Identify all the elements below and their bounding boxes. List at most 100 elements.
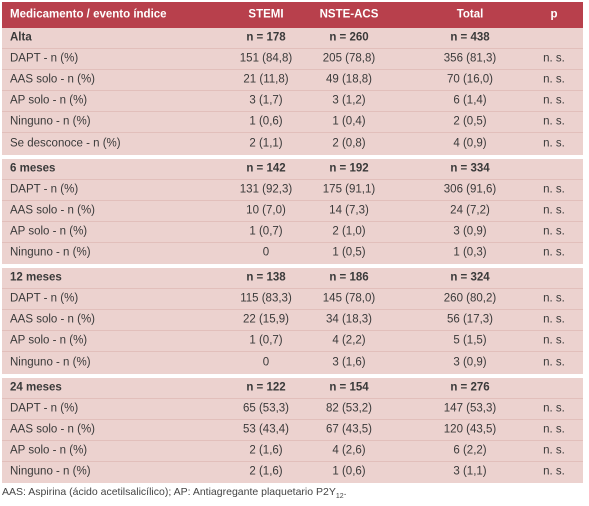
group-separator (2, 373, 583, 378)
cell-p-value: n. s. (543, 137, 565, 150)
cell-p-value: n. s. (543, 334, 565, 347)
cell-stemi: 0 (262, 356, 270, 369)
group-n-total: n = 334 (450, 161, 490, 174)
footnote: AAS: Aspirina (ácido acetilsalicílico); … (2, 486, 347, 500)
row-label: DAPT - n (%) (10, 52, 79, 65)
cell-stemi: 21 (11,8) (243, 73, 289, 86)
cell-total: 147 (53,3) (443, 401, 497, 414)
cell-nste-acs: 1 (0,4) (332, 115, 366, 128)
table-row: DAPT - n (%) 65 (53,3) 82 (53,2) 147 (53,3)… (2, 399, 583, 420)
header-nste-acs: NSTE-ACS (319, 8, 379, 21)
cell-total: 3 (0,9) (453, 225, 487, 238)
cell-total: 6 (1,4) (453, 94, 487, 107)
cell-p-value: n. s. (543, 73, 565, 86)
cell-nste-acs: 1 (0,5) (332, 246, 366, 259)
cell-p-value: n. s. (543, 225, 565, 238)
table-row: Ninguno - n (%) 0 1 (0,5) 1 (0,3) n. s. (2, 243, 583, 264)
cell-p-value: n. s. (543, 465, 565, 478)
cell-nste-acs: 4 (2,6) (332, 444, 366, 457)
cell-total: 70 (16,0) (446, 73, 494, 86)
row-label: AP solo - n (%) (10, 334, 88, 347)
row-label: DAPT - n (%) (10, 292, 79, 305)
group-header-row: 24 meses n = 122 n = 154 n = 276 (2, 378, 583, 399)
cell-p-value: n. s. (543, 115, 565, 128)
row-label: Ninguno - n (%) (10, 246, 91, 259)
row-label: DAPT - n (%) (10, 182, 79, 195)
table-row: AAS solo - n (%) 22 (15,9) 34 (18,3) 56 (17… (2, 310, 583, 332)
group-block: 24 meses n = 122 n = 154 n = 276 DAPT - n (%… (2, 377, 583, 483)
group-title: 6 meses (10, 161, 56, 174)
cell-stemi: 2 (1,1) (249, 137, 283, 150)
cell-stemi: 0 (262, 246, 270, 259)
footnote-end: . (343, 486, 347, 498)
cell-nste-acs: 3 (1,2) (332, 94, 366, 107)
cell-nste-acs: 175 (91,1) (322, 182, 376, 195)
row-label: AP solo - n (%) (10, 225, 88, 238)
group-header-row: 12 meses n = 138 n = 186 n = 324 (2, 268, 583, 290)
cell-total: 260 (80,2) (443, 292, 497, 305)
medication-table: Medicamento / evento índice STEMI NSTE-A… (2, 2, 583, 483)
cell-p-value: n. s. (543, 444, 565, 457)
cell-p-value: n. s. (543, 52, 565, 65)
group-separator (2, 264, 583, 269)
group-block: 12 meses n = 138 n = 186 n = 324 DAPT - n (%… (2, 268, 583, 374)
cell-nste-acs: 34 (18,3) (325, 313, 373, 326)
table-row: Ninguno - n (%) 1 (0,6) 1 (0,4) 2 (0,5) n. s… (2, 112, 583, 134)
cell-stemi: 53 (43,4) (242, 422, 290, 435)
row-label: AAS solo - n (%) (10, 73, 95, 86)
group-title: Alta (10, 31, 32, 44)
cell-p-value: n. s. (543, 401, 565, 414)
header-p: p (550, 8, 558, 21)
cell-p-value: n. s. (543, 204, 565, 217)
cell-stemi: 1 (0,7) (249, 334, 283, 347)
table-row: AAS solo - n (%) 21 (11,8) 49 (18,8) 70 (16… (2, 70, 583, 92)
cell-p-value: n. s. (543, 292, 565, 305)
cell-stemi: 22 (15,9) (242, 313, 290, 326)
cell-p-value: n. s. (543, 422, 565, 435)
cell-stemi: 131 (92,3) (239, 182, 293, 195)
group-block: Alta n = 178 n = 260 n = 438 DAPT - n (%) 151… (2, 28, 583, 155)
group-n-total: n = 438 (450, 31, 490, 44)
cell-nste-acs: 49 (18,8) (325, 73, 373, 86)
footnote-text: AAS: Aspirina (ácido acetilsalicílico); … (2, 486, 336, 498)
cell-stemi: 2 (1,6) (249, 465, 283, 478)
table-header: Medicamento / evento índice STEMI NSTE-A… (2, 2, 583, 28)
cell-nste-acs: 2 (0,8) (332, 137, 366, 150)
cell-total: 356 (81,3) (443, 52, 497, 65)
group-n-nste-acs: n = 186 (329, 271, 369, 284)
group-title: 24 meses (10, 380, 62, 393)
group-header-row: Alta n = 178 n = 260 n = 438 (2, 28, 583, 50)
group-header-row: 6 meses n = 142 n = 192 n = 334 (2, 159, 583, 180)
cell-total: 4 (0,9) (453, 137, 487, 150)
cell-stemi: 3 (1,7) (249, 94, 283, 107)
cell-total: 56 (17,3) (446, 313, 494, 326)
cell-total: 24 (7,2) (450, 204, 490, 217)
row-label: AP solo - n (%) (10, 94, 88, 107)
table-row: AP solo - n (%) 1 (0,7) 2 (1,0) 3 (0,9) n. s… (2, 222, 583, 243)
group-title: 12 meses (10, 271, 62, 284)
row-label: DAPT - n (%) (10, 401, 79, 414)
cell-nste-acs: 4 (2,2) (332, 334, 366, 347)
cell-nste-acs: 1 (0,6) (332, 465, 366, 478)
table-row: DAPT - n (%) 151 (84,8) 205 (78,8) 356 (81,… (2, 49, 583, 71)
header-medication: Medicamento / evento índice (10, 8, 167, 21)
table-row: AAS solo - n (%) 10 (7,0) 14 (7,3) 24 (7,2)… (2, 201, 583, 222)
cell-total: 120 (43,5) (443, 422, 497, 435)
cell-total: 3 (0,9) (453, 356, 487, 369)
cell-stemi: 151 (84,8) (239, 52, 293, 65)
table-row: Se desconoce - n (%) 2 (1,1) 2 (0,8) 4 (0,9… (2, 133, 583, 154)
cell-nste-acs: 2 (1,0) (332, 225, 366, 238)
cell-nste-acs: 3 (1,6) (332, 356, 366, 369)
row-label: Ninguno - n (%) (10, 465, 91, 478)
table-row: DAPT - n (%) 115 (83,3) 145 (78,0) 260 (80,… (2, 289, 583, 311)
cell-nste-acs: 82 (53,2) (325, 401, 373, 414)
row-label: AAS solo - n (%) (10, 422, 95, 435)
table-row: AAS solo - n (%) 53 (43,4) 67 (43,5) 120 (4… (2, 420, 583, 441)
cell-total: 3 (1,1) (453, 465, 487, 478)
table-body: Alta n = 178 n = 260 n = 438 DAPT - n (%) 151… (2, 28, 583, 483)
cell-p-value: n. s. (543, 94, 565, 107)
cell-nste-acs: 14 (7,3) (329, 204, 369, 217)
footnote-subscript: 12 (335, 493, 344, 501)
header-total: Total (456, 8, 484, 21)
group-n-stemi: n = 122 (246, 380, 286, 393)
